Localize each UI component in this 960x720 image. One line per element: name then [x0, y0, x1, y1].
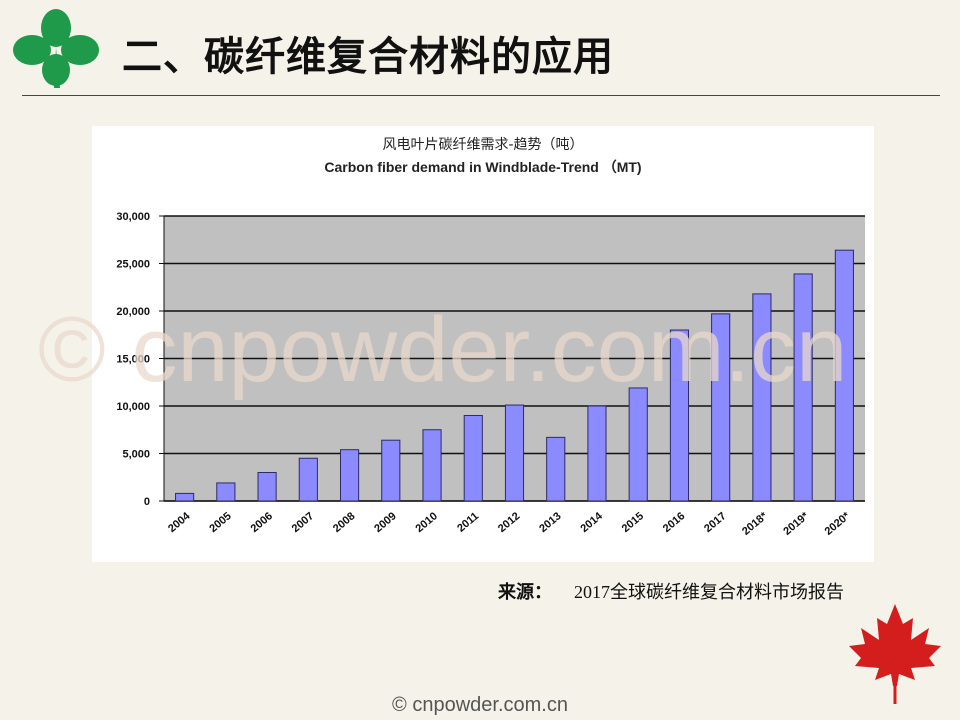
x-tick-label: 2010 — [413, 510, 439, 535]
bar — [793, 273, 813, 502]
x-tick-label: 2019* — [781, 510, 811, 538]
x-tick-label: 2005 — [207, 510, 233, 535]
bar — [298, 457, 318, 502]
bar — [669, 329, 690, 502]
x-tick-label: 2016 — [661, 510, 687, 535]
x-tick-label: 2007 — [290, 510, 316, 535]
bar — [381, 439, 401, 502]
x-tick-label: 2020* — [823, 510, 853, 538]
source-text: 全球碳纤维复合材料市场报告 — [610, 582, 844, 603]
bar — [422, 429, 442, 502]
bar — [752, 293, 772, 502]
x-tick-label: 2014 — [578, 510, 605, 535]
bar — [546, 436, 566, 502]
footer-copyright: © cnpowder.com.cn — [392, 694, 568, 716]
y-tick-label: 30,000 — [116, 211, 150, 223]
bar — [834, 249, 854, 502]
y-tick-label: 5,000 — [122, 449, 150, 461]
bar — [504, 404, 525, 502]
y-tick-label: 10,000 — [116, 401, 150, 413]
chart-subtitle: Carbon fiber demand in Windblade-Trend （… — [324, 159, 642, 175]
bar — [339, 449, 360, 502]
x-tick-label: 2012 — [496, 510, 522, 535]
y-tick-label: 25,000 — [116, 259, 150, 271]
y-tick-label: 0 — [144, 496, 150, 508]
x-tick-label: 2018* — [740, 510, 770, 538]
maple-leaf-logo — [849, 604, 941, 704]
x-tick-label: 2008 — [331, 510, 357, 535]
chart-panel: 风电叶片碳纤维需求-趋势（吨） Carbon fiber demand in W… — [92, 126, 874, 562]
bar — [463, 415, 483, 502]
x-tick-label: 2006 — [249, 510, 275, 535]
x-tick-label: 2004 — [166, 510, 193, 535]
x-tick-label: 2015 — [620, 510, 646, 535]
bar — [257, 472, 277, 502]
x-tick-label: 2009 — [372, 510, 398, 535]
slide-title: 二、碳纤维复合材料的应用 — [122, 34, 614, 80]
bar — [216, 482, 236, 502]
title-divider — [22, 95, 940, 96]
chart-title: 风电叶片碳纤维需求-趋势（吨） — [382, 137, 584, 153]
bar-chart: 0 5,000 10,000 15,000 20,000 25,000 30,000 2004… — [116, 211, 865, 538]
x-tick-label: 2013 — [537, 510, 563, 535]
source-note: 来源： 2017全球碳纤维复合材料市场报告 — [498, 578, 844, 604]
bar — [628, 387, 648, 502]
x-tick-label: 2011 — [455, 510, 481, 535]
bar — [711, 313, 731, 502]
source-year: 2017 — [574, 582, 610, 602]
y-tick-label: 15,000 — [116, 354, 150, 366]
y-tick-label: 20,000 — [116, 306, 150, 318]
x-tick-label: 2017 — [702, 510, 728, 535]
source-label: 来源： — [498, 582, 552, 603]
bar — [175, 492, 195, 502]
bar — [587, 405, 607, 502]
clover-logo — [13, 9, 99, 88]
